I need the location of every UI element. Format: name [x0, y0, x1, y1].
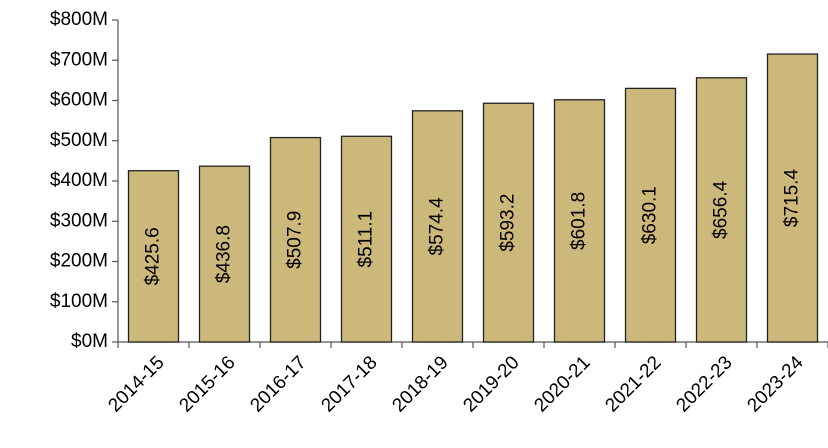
data-label: $436.8 — [214, 225, 235, 283]
data-label: $425.6 — [143, 227, 164, 285]
x-tick-label: 2020-21 — [530, 352, 594, 416]
bar — [695, 77, 748, 343]
bar — [766, 53, 819, 343]
data-label: $630.1 — [640, 186, 661, 244]
data-label: $601.8 — [569, 192, 590, 250]
bar — [411, 110, 464, 343]
x-tick-label: 2018-19 — [388, 352, 452, 416]
data-label: $511.1 — [356, 211, 377, 268]
y-tick-label: $100M — [50, 291, 108, 312]
y-tick-label: $200M — [50, 251, 108, 272]
bar — [127, 170, 180, 343]
y-tick-label: $400M — [50, 170, 108, 191]
data-label: $656.4 — [711, 180, 732, 239]
x-tick-label: 2017-18 — [317, 352, 381, 416]
bar — [198, 165, 251, 343]
y-tick-label: $600M — [50, 90, 108, 111]
x-tick-label: 2019-20 — [459, 352, 523, 416]
bar — [482, 102, 535, 343]
y-tick-label: $800M — [50, 9, 108, 30]
bar — [553, 99, 606, 343]
x-tick-label: 2014-15 — [104, 352, 168, 416]
bar — [269, 136, 322, 343]
x-tick-label: 2023-24 — [743, 352, 807, 416]
y-tick-label: $300M — [50, 210, 108, 231]
data-label: $593.2 — [498, 194, 519, 252]
y-tick-label: $700M — [50, 49, 108, 70]
x-tick-label: 2015-16 — [175, 352, 239, 416]
x-tick-label: 2016-17 — [246, 352, 310, 416]
bar — [340, 135, 393, 343]
x-tick-label: 2021-22 — [601, 352, 665, 416]
x-tick-label: 2022-23 — [672, 352, 736, 416]
data-label: $507.9 — [285, 211, 306, 269]
y-tick-label: $0M — [71, 331, 108, 352]
data-label: $574.4 — [427, 197, 448, 256]
y-tick-label: $500M — [50, 130, 108, 151]
data-label: $715.4 — [782, 169, 803, 228]
bar — [624, 87, 677, 343]
